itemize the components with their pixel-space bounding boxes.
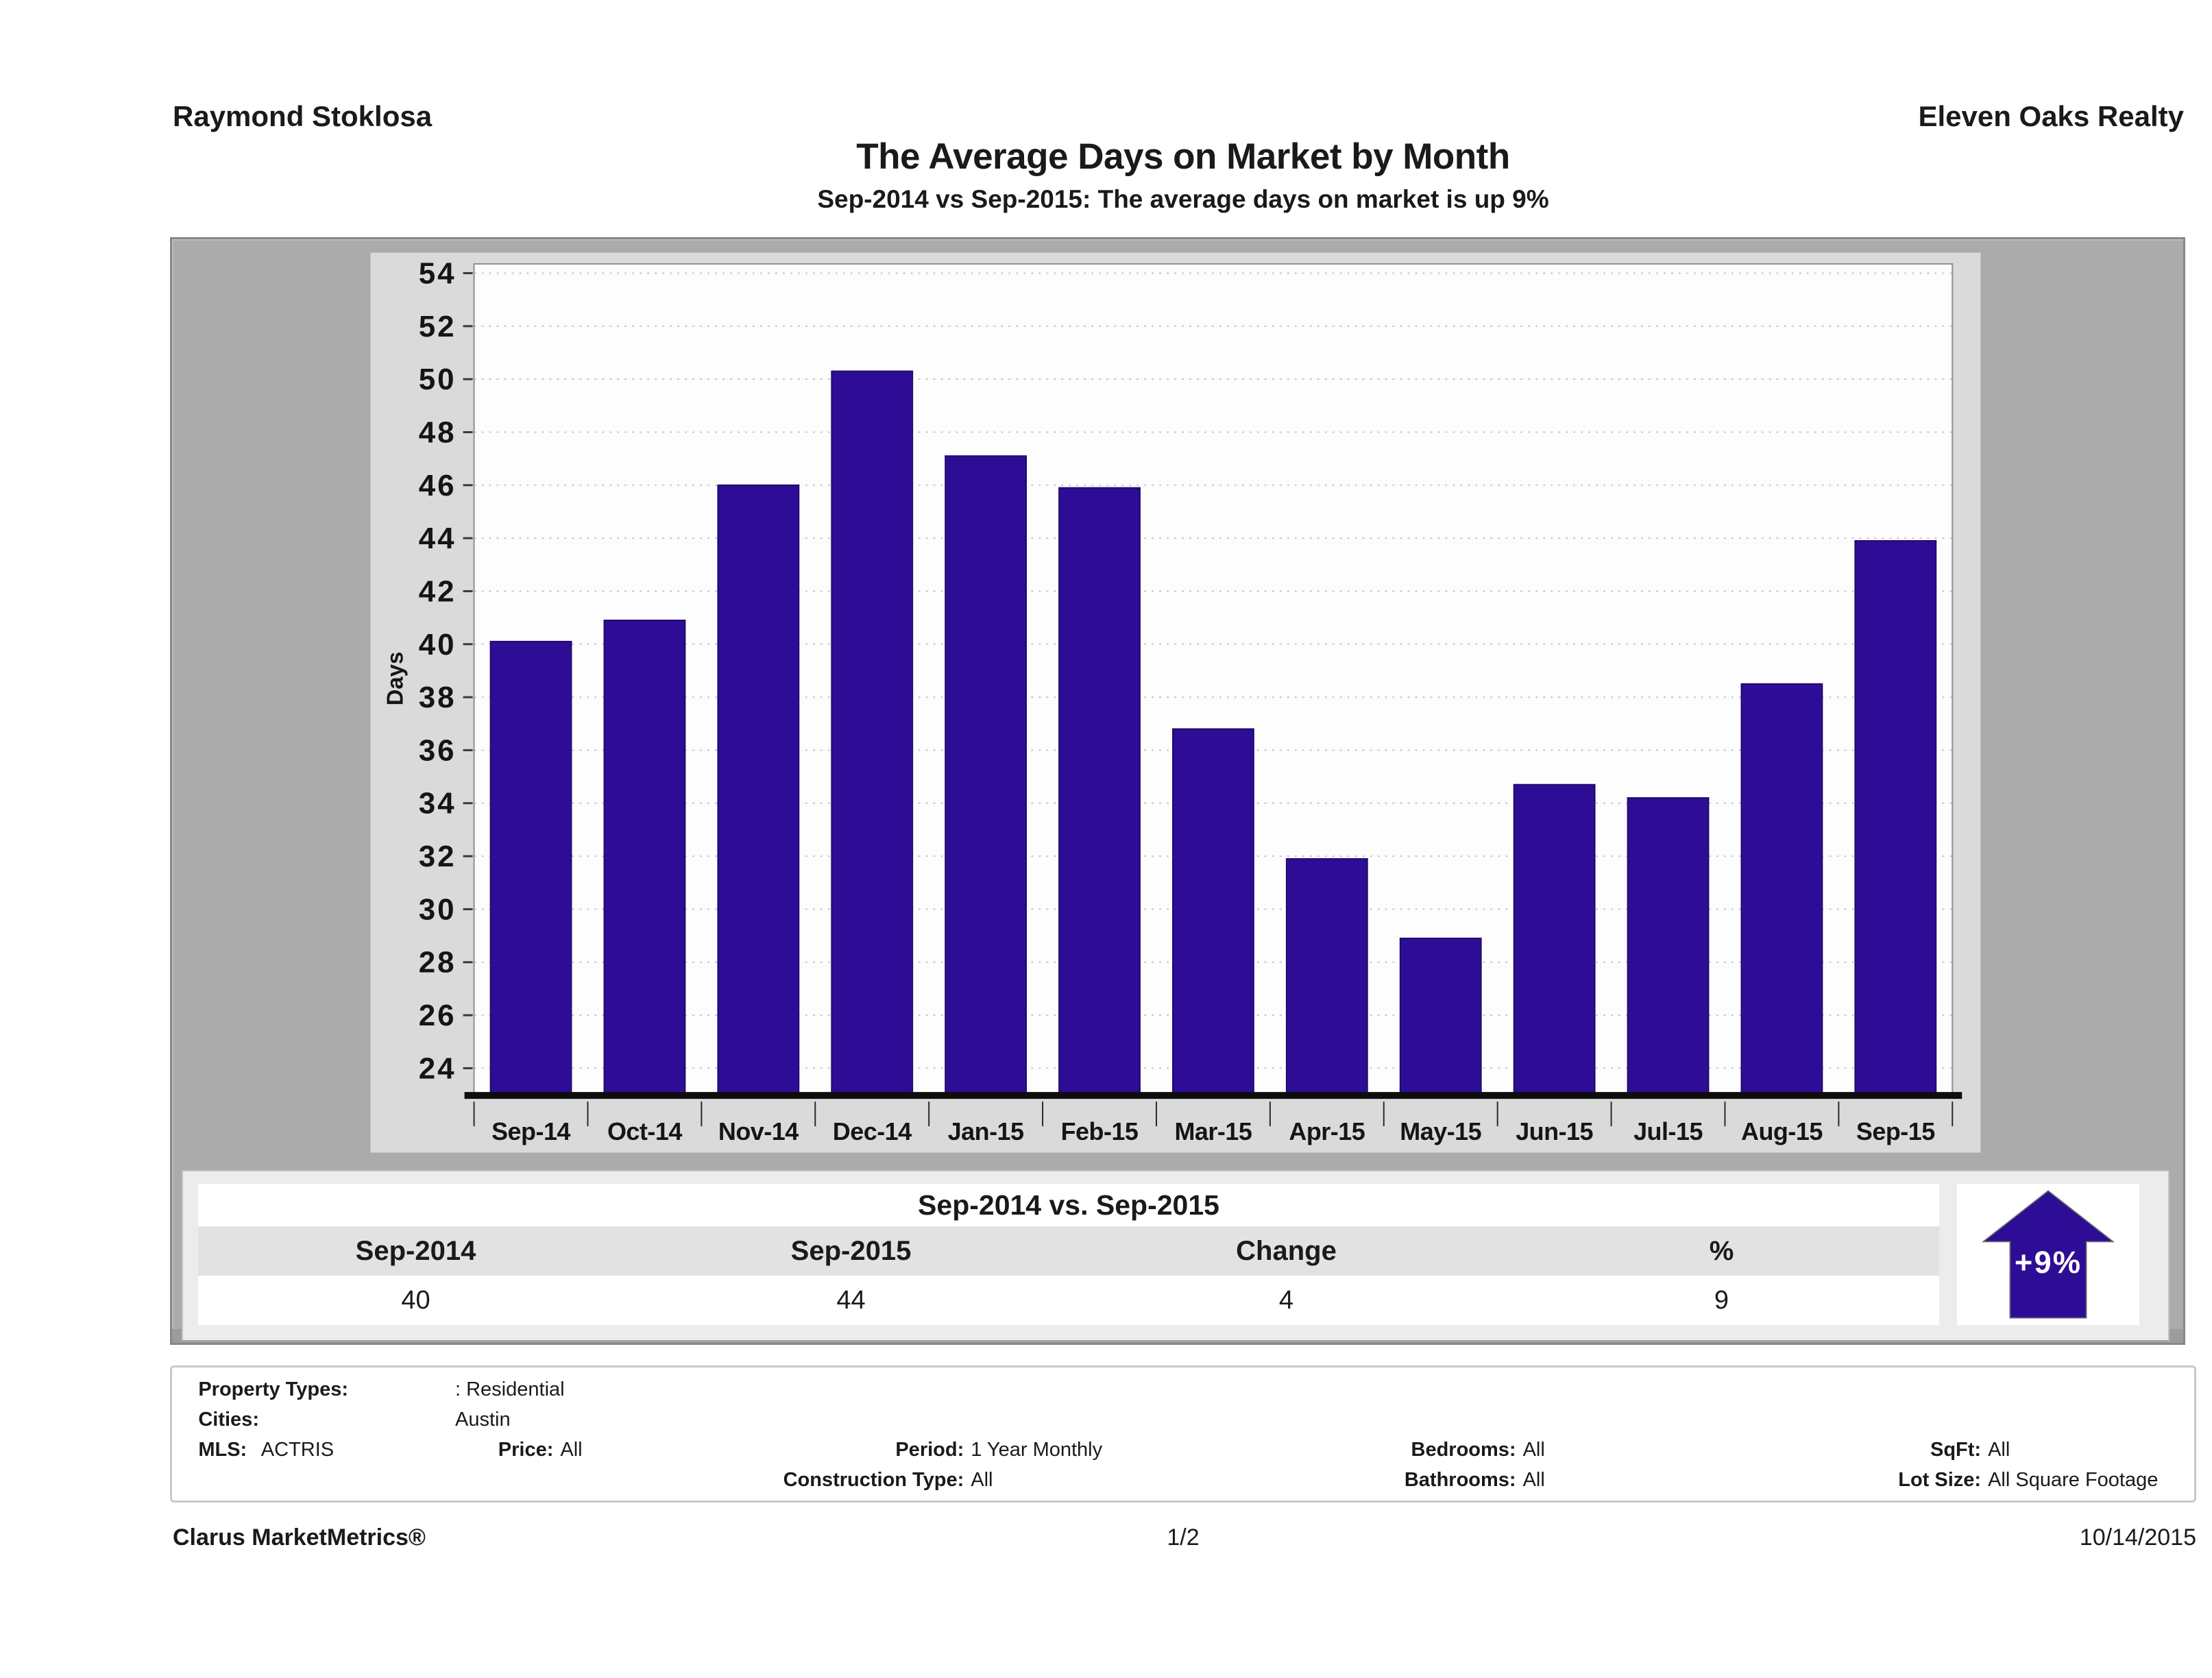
up-arrow-icon xyxy=(1981,1190,2115,1319)
x-tick-label: Sep-14 xyxy=(491,1117,570,1145)
price-label: Price: xyxy=(498,1439,554,1461)
bar-may-15 xyxy=(1399,937,1482,1095)
y-tick-label: 36 xyxy=(419,733,457,767)
comparison-title: Sep-2014 vs. Sep-2015 xyxy=(918,1189,1219,1221)
y-tick-label: 48 xyxy=(419,415,457,449)
property-types-value: : Residential xyxy=(455,1378,565,1400)
filters-row-3: MLS: ACTRIS Price: All Period: 1 Year Mo… xyxy=(172,1439,2194,1466)
days-on-market-bar-chart: 24 26 28 30 32 34 36 38 40 42 44 46 48 50 52 54 Days Sep-… xyxy=(370,252,1981,1153)
badge-label: +9% xyxy=(2015,1245,2082,1280)
bar-jun-15 xyxy=(1513,783,1596,1095)
x-tick-label: Jun-15 xyxy=(1516,1117,1593,1145)
comparison-panel: Sep-2014 vs. Sep-2015 Sep-2014 Sep-2015 Ch… xyxy=(182,1170,2170,1341)
comparison-value-row: 40 44 4 9 xyxy=(198,1276,1939,1325)
agent-name: Raymond Stoklosa xyxy=(173,100,433,132)
period-value: 1 Year Monthly xyxy=(971,1439,1103,1461)
page-footer: Clarus MarketMetrics® 1/2 10/14/2015 xyxy=(170,1524,2196,1555)
bar-dec-14 xyxy=(831,370,914,1095)
price-value: All xyxy=(560,1439,583,1461)
lot-size-label: Lot Size: xyxy=(1898,1469,1982,1491)
x-tick-label: Feb-15 xyxy=(1061,1117,1139,1145)
y-tick-label: 52 xyxy=(419,310,457,343)
construction-type-value: All xyxy=(971,1469,993,1491)
y-tick-label: 30 xyxy=(419,892,457,926)
property-types-label: Property Types: xyxy=(198,1378,348,1400)
page-number: 1/2 xyxy=(1167,1524,1200,1551)
y-tick-label: 40 xyxy=(419,628,457,661)
x-tick-label: Dec-14 xyxy=(833,1117,912,1145)
bar-apr-15 xyxy=(1285,858,1368,1095)
x-tick-label: Apr-15 xyxy=(1289,1117,1365,1145)
y-tick-label: 54 xyxy=(419,256,457,290)
y-axis-title: Days xyxy=(382,652,408,706)
y-tick-label: 44 xyxy=(419,522,457,555)
x-tick-label: Sep-15 xyxy=(1856,1117,1935,1145)
bar-feb-15 xyxy=(1058,487,1141,1095)
x-tick-label: Nov-14 xyxy=(718,1117,799,1145)
y-tick-label: 28 xyxy=(419,946,457,980)
change-badge: +9% xyxy=(1957,1184,2139,1325)
bar-oct-14 xyxy=(603,619,686,1095)
bar-sep-15 xyxy=(1854,540,1937,1095)
comparison-value: 4 xyxy=(1278,1285,1294,1315)
mls-value: ACTRIS xyxy=(260,1439,335,1461)
x-tick-label: Jan-15 xyxy=(948,1117,1024,1145)
comparison-col-header: Sep-2014 xyxy=(355,1235,476,1266)
lot-size-value: All Square Footage xyxy=(1988,1469,2159,1491)
bedrooms-value: All xyxy=(1522,1439,1545,1461)
bar-nov-14 xyxy=(717,484,800,1095)
bathrooms-label: Bathrooms: xyxy=(1404,1469,1516,1491)
y-tick-label: 46 xyxy=(419,469,457,502)
bar-aug-15 xyxy=(1740,683,1823,1095)
construction-type-label: Construction Type: xyxy=(783,1469,964,1491)
x-tick-label: Oct-14 xyxy=(607,1117,682,1145)
y-tick-label: 50 xyxy=(419,363,457,396)
comparison-value: 9 xyxy=(1714,1285,1729,1315)
comparison-header-row: Sep-2014 Sep-2015 Change% xyxy=(198,1226,1939,1276)
filters-box: Property Types: : Residential Cities: Au… xyxy=(170,1365,2196,1503)
comparison-value: 44 xyxy=(836,1285,866,1315)
bar-jan-15 xyxy=(945,455,1028,1095)
y-tick-label: 26 xyxy=(419,999,457,1032)
filters-row-4: Construction Type: All Bathrooms: All Lo… xyxy=(172,1469,2194,1496)
comparison-col-header: Sep-2015 xyxy=(790,1235,912,1266)
bar-jul-15 xyxy=(1627,797,1710,1095)
filters-row-2: Cities: Austin xyxy=(172,1409,2194,1436)
page-subtitle: Sep-2014 vs Sep-2015: The average days o… xyxy=(817,185,1549,213)
x-tick-label: Jul-15 xyxy=(1633,1117,1703,1145)
x-axis-line xyxy=(464,1092,1962,1099)
y-tick-label: 24 xyxy=(419,1051,457,1085)
bar-mar-15 xyxy=(1172,728,1254,1095)
filters-row-1: Property Types: : Residential xyxy=(172,1378,2194,1406)
x-tick-label: Aug-15 xyxy=(1741,1117,1823,1145)
period-label: Period: xyxy=(895,1439,964,1461)
bathrooms-value: All xyxy=(1522,1469,1545,1491)
y-tick-label: 34 xyxy=(419,787,457,820)
page-title: The Average Days on Market by Month xyxy=(856,136,1510,177)
bedrooms-label: Bedrooms: xyxy=(1411,1439,1516,1461)
chart-panel: 24 26 28 30 32 34 36 38 40 42 44 46 48 50 52 54 Days Sep-… xyxy=(170,237,2185,1345)
x-tick-label: Mar-15 xyxy=(1174,1117,1252,1145)
y-tick-label: 38 xyxy=(419,681,457,714)
sqft-value: All xyxy=(1988,1439,2010,1461)
cities-label: Cities: xyxy=(198,1409,259,1431)
comparison-table: Sep-2014 vs. Sep-2015 Sep-2014 Sep-2015 Ch… xyxy=(198,1184,1939,1325)
brand-name: Clarus MarketMetrics® xyxy=(173,1524,426,1551)
bar-sep-14 xyxy=(489,640,572,1095)
comparison-col-header: % xyxy=(1709,1235,1734,1266)
report-page: Raymond Stoklosa Eleven Oaks Realty The … xyxy=(170,0,2196,1678)
x-tick-label: May-15 xyxy=(1400,1117,1481,1145)
chart-svg: 24 26 28 30 32 34 36 38 40 42 44 46 48 50 52 54 Days Sep-… xyxy=(382,256,1962,1145)
comparison-value: 40 xyxy=(401,1285,430,1315)
y-tick-label: 32 xyxy=(419,840,457,873)
company-name: Eleven Oaks Realty xyxy=(1918,100,2184,132)
cities-value: Austin xyxy=(455,1409,511,1431)
sqft-label: SqFt: xyxy=(1930,1439,1982,1461)
report-date: 10/14/2015 xyxy=(2079,1524,2196,1551)
mls-label: MLS: xyxy=(198,1439,247,1461)
comparison-col-header: Change xyxy=(1236,1235,1337,1266)
y-tick-label: 42 xyxy=(419,574,457,608)
